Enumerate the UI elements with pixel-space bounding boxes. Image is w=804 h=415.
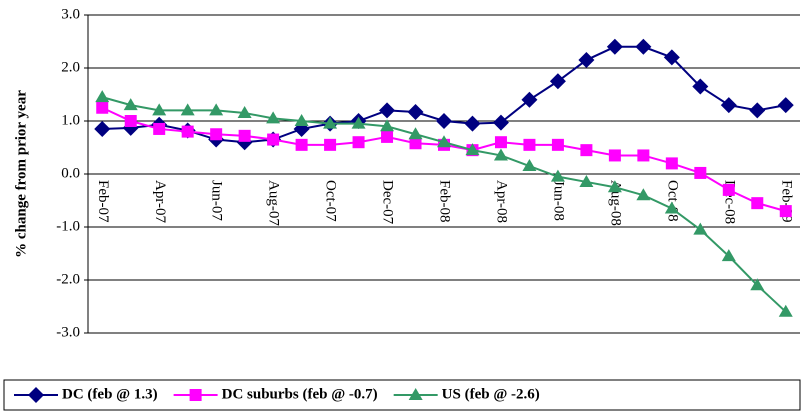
x-tick-label: Feb-08 <box>437 180 453 223</box>
marker <box>694 166 707 179</box>
marker <box>189 389 202 401</box>
x-tick-label: Dec-07 <box>380 180 396 225</box>
marker <box>267 133 280 146</box>
marker <box>692 78 709 95</box>
y-tick-label: 3.0 <box>61 6 80 22</box>
marker <box>464 115 481 132</box>
x-tick-label: Jun-07 <box>209 180 225 221</box>
x-tick-label: Feb-07 <box>95 180 111 223</box>
marker <box>608 149 621 162</box>
marker <box>465 143 480 156</box>
marker <box>209 103 224 116</box>
marker <box>635 38 652 55</box>
marker <box>180 103 195 116</box>
marker <box>409 137 422 150</box>
marker <box>722 183 735 196</box>
marker <box>607 180 622 193</box>
marker <box>123 98 138 111</box>
marker <box>579 174 594 187</box>
x-tick-label: Aug-07 <box>266 180 282 226</box>
marker <box>523 138 536 151</box>
marker <box>407 103 424 120</box>
marker <box>94 120 111 137</box>
marker <box>721 249 736 262</box>
marker <box>294 114 309 126</box>
y-axis-title: % change from prior year <box>13 90 29 258</box>
marker <box>578 52 595 69</box>
y-tick-label: 0.0 <box>61 165 80 181</box>
marker <box>379 102 396 119</box>
marker <box>551 138 564 151</box>
y-tick-label: 1.0 <box>61 112 80 128</box>
marker <box>437 135 451 148</box>
marker <box>550 169 565 182</box>
marker <box>606 38 623 55</box>
legend-label: US (feb @ -2.6) <box>442 386 540 402</box>
marker <box>521 91 538 108</box>
marker <box>636 188 651 201</box>
marker <box>152 103 167 116</box>
marker <box>153 122 166 135</box>
marker <box>381 130 394 143</box>
marker <box>210 128 223 141</box>
marker <box>238 129 251 142</box>
marker <box>720 97 737 114</box>
marker <box>95 90 110 103</box>
y-tick-label: 2.0 <box>61 59 80 75</box>
marker <box>778 304 793 317</box>
legend-label: DC (feb @ 1.3) <box>62 386 158 402</box>
marker <box>693 222 708 235</box>
marker <box>749 102 766 119</box>
marker <box>96 101 109 114</box>
marker <box>522 159 537 172</box>
marker <box>295 138 308 151</box>
marker <box>750 278 765 291</box>
marker <box>664 201 679 214</box>
marker <box>352 136 365 149</box>
x-tick-label: Jun-08 <box>550 180 566 221</box>
marker <box>777 97 794 114</box>
x-tick-label: Apr-08 <box>494 180 510 223</box>
marker <box>351 116 366 129</box>
marker <box>380 119 395 132</box>
marker <box>493 148 508 161</box>
marker <box>665 157 678 170</box>
marker <box>779 205 792 218</box>
x-tick-label: Oct-08 <box>664 180 680 222</box>
y-tick-label: -2.0 <box>56 271 80 287</box>
marker <box>494 136 507 149</box>
x-tick-label: Apr-07 <box>152 180 168 224</box>
y-tick-label: -3.0 <box>56 324 80 340</box>
marker <box>324 138 337 151</box>
marker <box>492 114 509 131</box>
marker <box>436 113 452 129</box>
y-tick-label: -1.0 <box>56 218 80 234</box>
marker <box>408 388 423 400</box>
marker <box>751 197 764 210</box>
marker <box>28 387 44 403</box>
marker <box>124 115 137 127</box>
marker <box>237 106 252 119</box>
marker <box>549 73 566 90</box>
marker <box>408 127 423 140</box>
marker <box>580 144 593 157</box>
marker <box>663 49 680 66</box>
x-tick-label: Oct-07 <box>323 180 339 222</box>
marker <box>266 111 281 124</box>
marker <box>637 149 650 162</box>
marker <box>181 125 194 138</box>
marker <box>323 116 338 129</box>
legend-label: DC suburbs (feb @ -0.7) <box>222 386 378 402</box>
